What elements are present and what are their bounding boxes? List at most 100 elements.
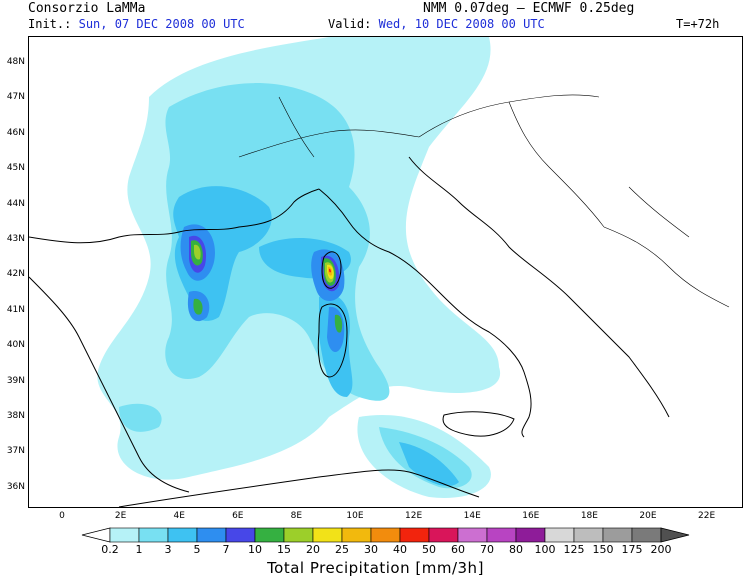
precip-c7b <box>194 244 201 260</box>
colorbar-swatch <box>283 527 314 543</box>
lat-tick: 39N <box>6 375 25 386</box>
lat-tick: 48N <box>6 57 25 67</box>
colorbar-label: 150 <box>592 543 614 556</box>
colorbar-label: 125 <box>563 543 585 556</box>
coast-spain <box>29 276 190 493</box>
lat-tick: 36N <box>6 481 25 492</box>
sicily <box>442 411 515 437</box>
colorbar-label: 80 <box>509 543 523 556</box>
border-1 <box>238 129 420 158</box>
precip-c3d <box>399 442 459 487</box>
init-value: Sun, 07 DEC 2008 00 UTC <box>78 17 245 31</box>
lon-tick: 12E <box>405 511 423 521</box>
colorbar-label: 10 <box>248 543 262 556</box>
border-6 <box>278 96 315 158</box>
lat-tick: 43N <box>6 234 25 244</box>
org-title: Consorzio LaMMa <box>28 1 146 16</box>
colorbar-label: 200 <box>650 543 672 556</box>
coast-africa <box>118 469 480 507</box>
sardinia <box>317 303 348 378</box>
lon-tick: 4E <box>173 511 185 521</box>
border-3 <box>508 101 605 228</box>
colorbar-right-arrow <box>660 527 690 543</box>
lon-tick: 20E <box>639 511 657 521</box>
colorbar-swatch <box>312 527 343 543</box>
colorbar-swatch <box>602 527 633 543</box>
colorbar-label: 100 <box>534 543 556 556</box>
lon-tick: 2E <box>114 511 127 521</box>
colorbar-swatch <box>167 527 198 543</box>
forecast-lead: T=+72h <box>676 17 720 31</box>
colorbar-swatch <box>341 527 372 543</box>
colorbar-swatch <box>544 527 575 543</box>
precip-c6b <box>193 298 203 315</box>
colorbar-swatch <box>225 527 256 543</box>
lon-tick: 10E <box>346 511 364 521</box>
map-frame <box>28 36 743 508</box>
lat-tick: 44N <box>6 198 25 209</box>
valid-label: Valid: <box>328 17 372 31</box>
lat-tick: 41N <box>6 304 25 315</box>
country-borders <box>238 94 730 308</box>
valid-value: Wed, 10 DEC 2008 00 UTC <box>378 17 545 31</box>
colorbar-label: 3 <box>164 543 172 556</box>
lon-tick: 0 <box>59 511 65 521</box>
colorbar-label: 50 <box>422 543 436 556</box>
colorbar-swatch <box>138 527 169 543</box>
colorbar-label: 0.2 <box>101 543 119 556</box>
lon-tick: 22E <box>698 511 716 521</box>
colorbar-label: 70 <box>480 543 494 556</box>
colorbar-label: 5 <box>193 543 201 556</box>
colorbar-swatch <box>457 527 488 543</box>
model-title: NMM 0.07deg – ECMWF 0.25deg <box>423 1 635 16</box>
colorbar-swatch <box>370 527 401 543</box>
precip-c1c <box>179 394 231 439</box>
colorbar-label: 60 <box>451 543 465 556</box>
border-4 <box>603 226 730 308</box>
lon-tick: 16E <box>522 511 540 521</box>
colorbar-swatch <box>515 527 546 543</box>
colorbar-swatch <box>196 527 227 543</box>
lon-tick: 18E <box>580 511 598 521</box>
colorbar-label: 175 <box>621 543 643 556</box>
colorbar-swatch <box>399 527 430 543</box>
colorbar-label: 1 <box>135 543 143 556</box>
lat-tick: 42N <box>6 269 25 280</box>
lon-tick: 14E <box>463 511 481 521</box>
lat-tick: 46N <box>6 127 25 138</box>
border-5 <box>628 186 690 238</box>
coast-adriatic <box>408 156 670 418</box>
colorbar-title: Total Precipitation [mm/3h] <box>267 559 484 577</box>
colorbar-swatch <box>254 527 285 543</box>
precip-c6d <box>334 314 343 333</box>
coast-west <box>29 188 320 244</box>
precipitation-field <box>97 37 501 498</box>
corsica <box>321 251 342 289</box>
lat-tick: 40N <box>6 340 25 351</box>
colorbar-label: 25 <box>335 543 349 556</box>
coast-italy <box>318 188 532 438</box>
lat-tick: 47N <box>6 92 25 103</box>
colorbar-label: 15 <box>277 543 291 556</box>
colorbar-label: 20 <box>306 543 320 556</box>
lat-tick: 38N <box>6 411 25 421</box>
lat-tick: 37N <box>6 446 25 457</box>
precip-c2c <box>119 403 162 432</box>
colorbar-swatch <box>573 527 604 543</box>
lat-tick: 45N <box>6 163 25 174</box>
init-label: Init.: <box>28 17 72 31</box>
colorbar-swatch <box>486 527 517 543</box>
lon-tick: 8E <box>290 511 303 521</box>
colorbar-swatch <box>109 527 140 543</box>
init-row: Init.: Sun, 07 DEC 2008 00 UTC <box>28 17 245 31</box>
colorbar-label: 30 <box>364 543 378 556</box>
colorbar <box>81 527 690 543</box>
colorbar-label: 40 <box>393 543 407 556</box>
precipitation-map <box>29 37 730 507</box>
precip-c10 <box>329 268 331 273</box>
precip-c3 <box>173 186 272 321</box>
colorbar-swatch <box>428 527 459 543</box>
colorbar-swatch <box>631 527 662 543</box>
colorbar-label: 7 <box>222 543 230 556</box>
colorbar-left-arrow <box>81 527 111 543</box>
